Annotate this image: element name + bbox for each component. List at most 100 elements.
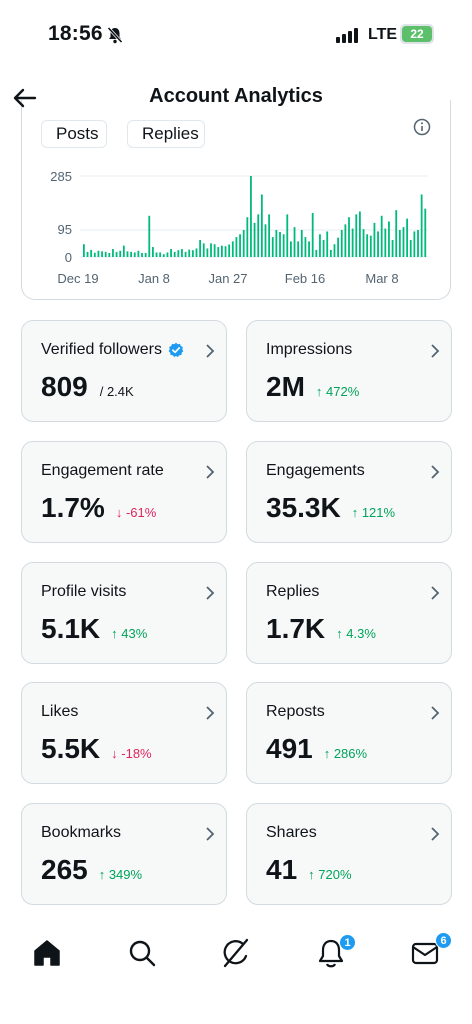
replies-bar [101,251,103,257]
stat-card-shares[interactable]: Shares 41 ↑ 720% [246,803,452,905]
replies-bar [326,231,329,257]
stat-card-profile-visits[interactable]: Profile visits 5.1K ↑ 43% [21,562,227,664]
replies-bar [388,221,390,257]
replies-bar [86,251,89,257]
back-arrow-icon[interactable] [12,86,38,110]
status-bar: 18:56 LTE 22 [0,0,472,62]
x-tick-label: Jan 27 [208,271,247,286]
search-icon [129,940,156,967]
replies-bar [126,251,129,257]
replies-bar [239,234,241,257]
replies-bar [133,252,136,257]
verified-badge-icon [168,342,184,357]
battery-level: 22 [402,26,432,42]
replies-bar [304,237,307,257]
replies-bar [112,249,114,257]
replies-bar [355,214,358,257]
stat-card-impressions[interactable]: Impressions 2M ↑ 472% [246,320,452,422]
chevron-right-icon [431,586,440,600]
stat-label: Shares [266,824,317,841]
legend-replies-label: Replies [142,124,199,143]
stat-value-row: 265 ↑ 349% [41,854,142,886]
info-icon[interactable] [413,118,431,136]
notifications-icon [318,939,344,968]
legend-posts[interactable]: Posts [41,120,107,148]
replies-bar [377,231,379,257]
stat-card-engagements[interactable]: Engagements 35.3K ↑ 121% [246,441,452,543]
replies-bar [184,251,187,257]
replies-bar [373,222,376,257]
chevron-right-icon [206,706,215,720]
stat-change: ↑ 43% [111,626,148,641]
stat-value: 2M [266,371,305,402]
replies-bar [366,234,369,257]
stat-card-replies[interactable]: Replies 1.7K ↑ 4.3% [246,562,452,664]
replies-bar [319,234,321,257]
replies-bar [115,251,118,257]
grok-icon [223,938,249,968]
signal-icon [336,27,358,43]
replies-bar [195,248,198,257]
replies-bar [290,241,292,257]
replies-bar [300,230,303,257]
stat-value-row: 1.7K ↑ 4.3% [266,613,376,645]
replies-bar [152,247,154,257]
stat-label: Verified followers [41,341,184,359]
stat-card-reposts[interactable]: Reposts 491 ↑ 286% [246,682,452,784]
x-tick-label: Mar 8 [365,271,398,286]
messages-badge: 6 [435,932,452,949]
replies-bar [119,250,122,257]
replies-bar [217,247,220,257]
replies-bar [402,227,405,257]
replies-bar [173,251,176,257]
page-title: Account Analytics [149,85,323,107]
replies-bar [282,234,285,257]
stat-label: Reposts [266,703,325,720]
stat-label: Profile visits [41,583,127,600]
replies-bar [202,243,205,257]
legend-replies[interactable]: Replies [127,120,205,148]
stat-value: 265 [41,854,88,885]
replies-bar [268,214,271,257]
chevron-right-icon [206,465,215,479]
stat-label: Replies [266,583,320,600]
stat-value: 1.7% [41,492,105,523]
replies-bar [286,214,289,257]
x-tick-label: Dec 19 [57,271,98,286]
replies-bar [337,237,340,257]
nav-home[interactable] [30,936,64,970]
replies-bar [293,227,296,257]
stat-card-verified-followers[interactable]: Verified followers 809 / 2.4K [21,320,227,422]
replies-bar [344,224,347,257]
replies-bar [333,244,336,257]
stat-value-row: 5.1K ↑ 43% [41,613,147,645]
chevron-right-icon [206,344,215,358]
status-time: 18:56 [48,22,103,45]
replies-bar [308,241,310,257]
x-tick-label: Jan 8 [138,271,170,286]
network-label: LTE [368,26,398,43]
stat-label: Bookmarks [41,824,122,841]
stat-card-bookmarks[interactable]: Bookmarks 265 ↑ 349% [21,803,227,905]
replies-bar [362,229,365,257]
replies-bar [144,253,147,257]
nav-grok[interactable] [219,936,253,970]
bars-group [83,176,427,257]
stat-label-text: Verified followers [41,341,162,358]
replies-bar [409,239,412,257]
replies-bar [166,252,169,257]
stat-value: 41 [266,854,298,885]
chevron-right-icon [431,827,440,841]
replies-bar [275,230,278,257]
replies-bar [257,214,260,257]
stat-card-likes[interactable]: Likes 5.5K ↓ -18% [21,682,227,784]
nav-messages[interactable]: 6 [408,932,452,970]
replies-bar [177,250,180,257]
chevron-right-icon [206,827,215,841]
nav-search[interactable] [125,936,159,970]
stat-value: 1.7K [266,613,326,644]
replies-bar [398,230,401,257]
replies-bar [108,253,111,257]
stat-card-engagement-rate[interactable]: Engagement rate 1.7% ↓ -61% [21,441,227,543]
nav-notifications[interactable]: 1 [314,934,356,970]
